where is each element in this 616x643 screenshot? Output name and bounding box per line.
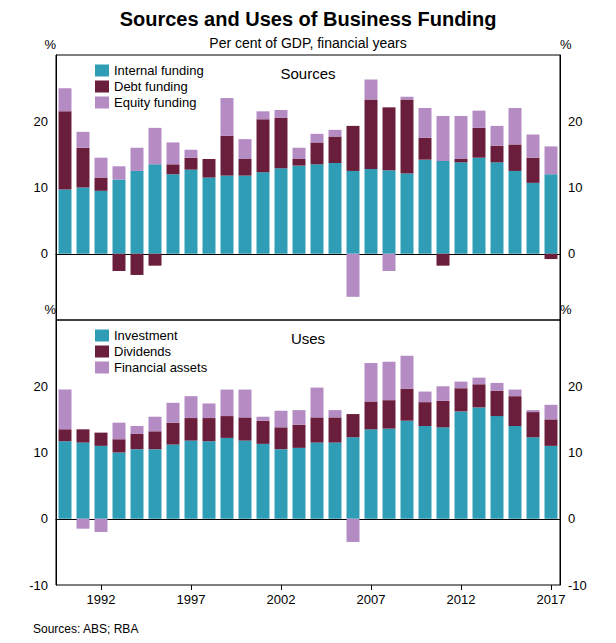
svg-text:1992: 1992 [87,592,116,607]
svg-text:2017: 2017 [537,592,566,607]
svg-text:2012: 2012 [447,592,476,607]
svg-text:Sources: Sources [280,65,335,82]
svg-text:10: 10 [34,445,48,460]
svg-text:1997: 1997 [177,592,206,607]
svg-text:10: 10 [568,180,582,195]
svg-text:0: 0 [568,511,575,526]
svg-text:0: 0 [41,511,48,526]
svg-text:Debt funding: Debt funding [114,79,188,94]
svg-text:2002: 2002 [267,592,296,607]
svg-text:%: % [560,302,572,317]
svg-text:20: 20 [34,379,48,394]
svg-text:%: % [44,302,56,317]
svg-text:Internal funding: Internal funding [114,63,204,78]
svg-text:Dividends: Dividends [114,344,172,359]
svg-text:Equity funding: Equity funding [114,95,196,110]
svg-text:Sources: ABS; RBA: Sources: ABS; RBA [33,622,138,636]
svg-text:20: 20 [568,379,582,394]
svg-text:0: 0 [41,246,48,261]
svg-text:Financial assets: Financial assets [114,360,208,375]
svg-text:10: 10 [34,180,48,195]
svg-text:%: % [44,37,56,52]
svg-text:-10: -10 [29,578,48,593]
svg-text:Uses: Uses [291,330,325,347]
svg-text:-10: -10 [568,578,587,593]
svg-text:2007: 2007 [357,592,386,607]
svg-text:Per cent of GDP, financial yea: Per cent of GDP, financial years [209,35,406,51]
svg-text:0: 0 [568,246,575,261]
svg-text:%: % [560,37,572,52]
svg-text:10: 10 [568,445,582,460]
svg-text:20: 20 [34,114,48,129]
svg-text:Sources and Uses of Business F: Sources and Uses of Business Funding [120,8,497,30]
svg-text:Investment: Investment [114,328,178,343]
svg-text:20: 20 [568,114,582,129]
